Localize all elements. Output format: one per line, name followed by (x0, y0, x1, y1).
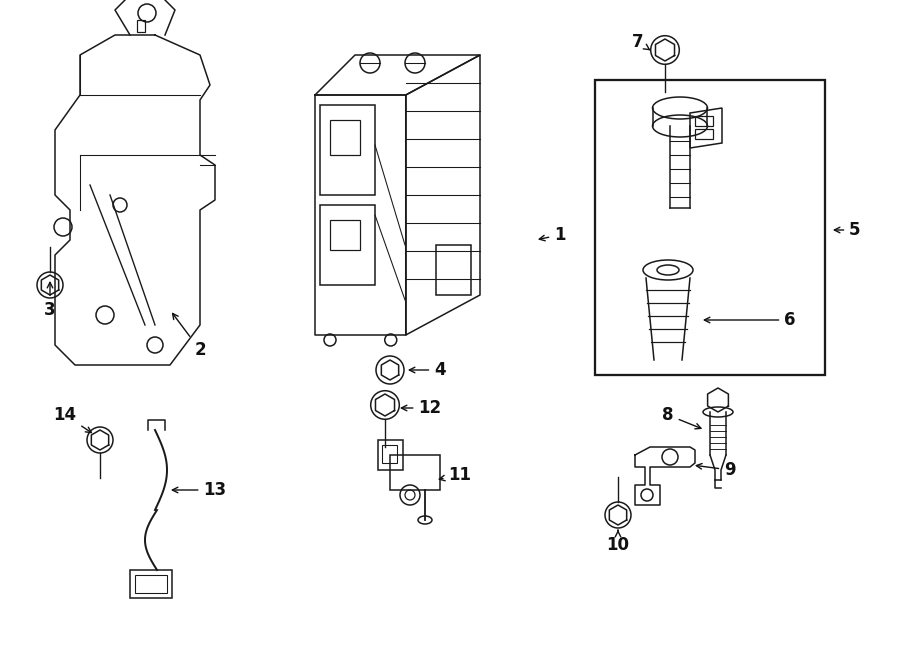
Bar (695, 116, 713, 126)
Bar (330, 220, 360, 250)
Bar (390, 455, 440, 490)
Text: 7: 7 (632, 33, 650, 51)
Text: 12: 12 (401, 399, 442, 417)
Text: 9: 9 (697, 461, 736, 479)
Bar (330, 120, 360, 155)
Bar (320, 205, 375, 285)
Bar (135, 575, 167, 593)
Bar (695, 129, 713, 139)
Text: 10: 10 (607, 530, 629, 554)
Bar (137, 20, 145, 32)
Bar (382, 445, 397, 463)
Text: 5: 5 (834, 221, 860, 239)
Text: 14: 14 (53, 406, 92, 432)
Bar (595, 80, 825, 375)
Text: 1: 1 (539, 226, 566, 244)
Bar (436, 245, 471, 295)
Text: 3: 3 (44, 282, 56, 319)
Bar (378, 440, 403, 470)
Text: 11: 11 (439, 466, 472, 484)
Text: 8: 8 (662, 406, 701, 429)
Bar (130, 570, 172, 598)
Text: 4: 4 (410, 361, 446, 379)
Text: 13: 13 (172, 481, 227, 499)
Bar (320, 105, 375, 195)
Text: 2: 2 (173, 313, 206, 359)
Text: 6: 6 (705, 311, 796, 329)
